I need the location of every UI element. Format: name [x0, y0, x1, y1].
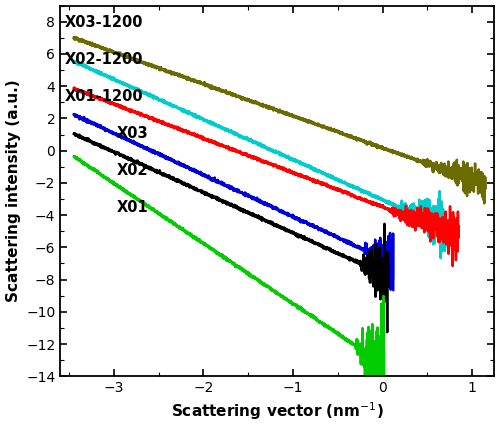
Y-axis label: Scattering intensity (a.u.): Scattering intensity (a.u.): [6, 80, 20, 302]
Text: X03: X03: [116, 126, 148, 141]
Text: X02-1200: X02-1200: [64, 52, 143, 67]
Text: X01: X01: [116, 200, 148, 215]
Text: X02: X02: [116, 163, 148, 178]
Text: X01-1200: X01-1200: [64, 89, 143, 104]
Text: X03-1200: X03-1200: [64, 15, 143, 30]
X-axis label: Scattering vector (nm$^{-1}$): Scattering vector (nm$^{-1}$): [171, 401, 384, 422]
